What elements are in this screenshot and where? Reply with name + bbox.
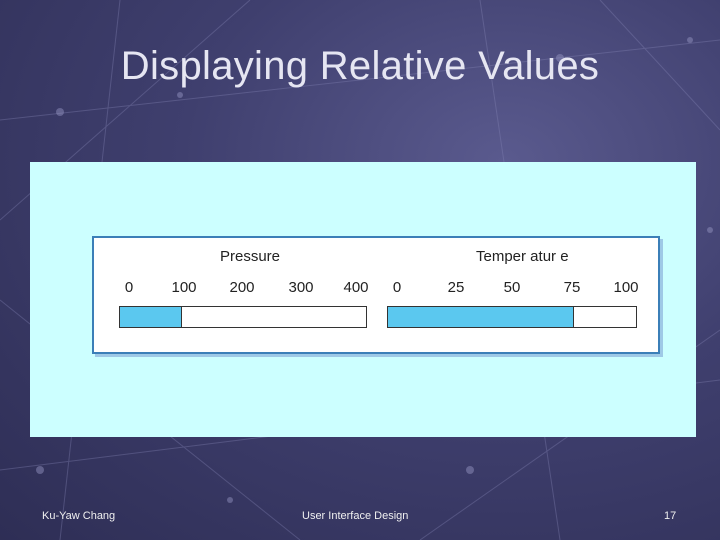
slide-title: Displaying Relative Values <box>120 44 600 88</box>
footer-author: Ku-Yaw Chang <box>42 510 116 522</box>
temperature-tick-25: 25 <box>447 279 465 296</box>
slide-number: 17 <box>664 510 677 522</box>
temperature-fill <box>388 307 574 327</box>
pressure-tick-0: 0 <box>124 279 134 296</box>
gauge-frame: Pressure 0 100 200 300 400 Temper atur e… <box>92 236 660 354</box>
pressure-title: Pressure <box>220 248 281 265</box>
temperature-tick-100: 100 <box>613 279 639 296</box>
temperature-tick-0: 0 <box>392 279 402 296</box>
pressure-tick-300: 300 <box>288 279 314 296</box>
footer-course: User Interface Design <box>302 510 409 522</box>
temperature-title: Temper atur e <box>476 248 569 265</box>
pressure-bar <box>119 306 367 328</box>
temperature-tick-75: 75 <box>563 279 581 296</box>
pressure-tick-100: 100 <box>171 279 197 296</box>
temperature-tick-50: 50 <box>503 279 521 296</box>
pressure-tick-400: 400 <box>343 279 369 296</box>
content-panel: Pressure 0 100 200 300 400 Temper atur e… <box>30 162 696 437</box>
temperature-bar <box>387 306 637 328</box>
pressure-tick-200: 200 <box>229 279 255 296</box>
pressure-fill <box>120 307 182 327</box>
